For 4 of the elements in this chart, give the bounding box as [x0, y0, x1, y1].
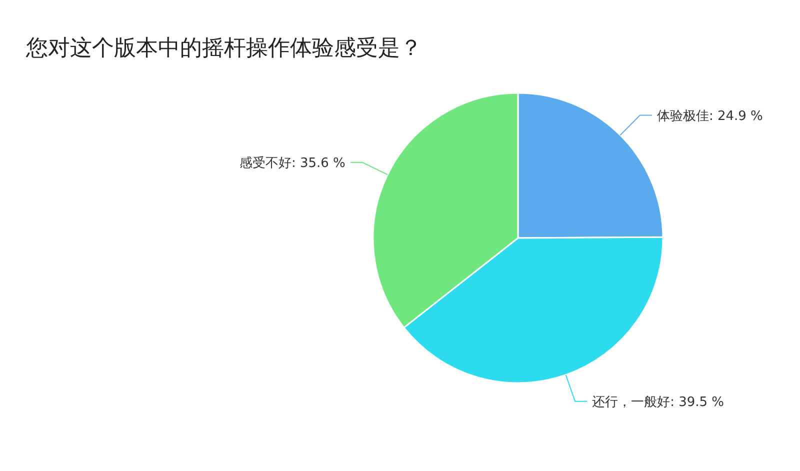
slice-label: 感受不好: 35.6 % — [239, 156, 346, 171]
chart-title: 您对这个版本中的摇杆操作体验感受是？ — [25, 36, 422, 61]
slice-label: 体验极佳: 24.9 % — [656, 108, 763, 124]
slice-label: 还行，一般好: 39.5 % — [592, 394, 724, 410]
